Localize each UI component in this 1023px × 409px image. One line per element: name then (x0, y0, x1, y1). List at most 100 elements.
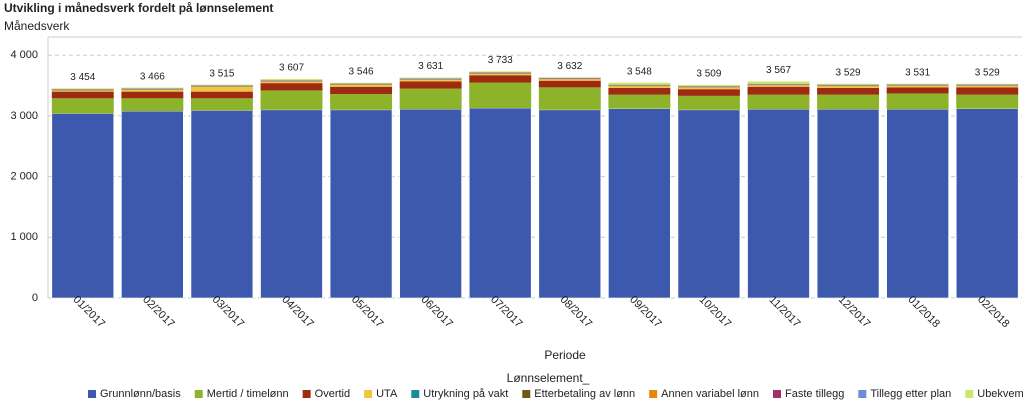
x-tick-label: 02/2018 (975, 294, 1012, 331)
bar-segment (747, 85, 810, 87)
bar-segment (469, 75, 532, 83)
x-tick-label: 01/2018 (905, 294, 942, 331)
bar-segment (330, 86, 393, 95)
legend-swatch (411, 390, 420, 398)
bar-segment (956, 94, 1019, 109)
legend-label: Overtid (315, 388, 350, 400)
total-label: 3 567 (766, 65, 791, 76)
bar-segment (677, 85, 740, 86)
bar-segment (677, 89, 740, 96)
total-label: 3 607 (279, 63, 304, 74)
x-tick-label: 07/2017 (488, 294, 525, 331)
legend-swatch (522, 390, 531, 398)
bar-segment (886, 87, 949, 94)
bar-segment (329, 109, 393, 299)
bar-segment (817, 94, 880, 110)
bar-segment (608, 86, 671, 88)
total-label: 3 631 (418, 61, 443, 72)
bar-segment (956, 85, 1019, 88)
bar-segment (51, 90, 114, 92)
bar-segment (260, 109, 323, 299)
x-tick-label: 05/2017 (349, 294, 386, 331)
y-tick-label: 1 000 (10, 231, 38, 243)
x-tick-label: 09/2017 (627, 294, 664, 331)
bar-segment (608, 82, 671, 85)
bar-segment (260, 90, 323, 110)
bar-segment (260, 81, 323, 84)
total-label: 3 529 (975, 67, 1000, 78)
bar-segment (468, 107, 532, 299)
x-tick-label: 12/2017 (836, 294, 873, 331)
legend-label: Etterbetaling av lønn (534, 388, 635, 400)
x-tick-label: 08/2017 (558, 294, 595, 331)
bar-segment (817, 83, 880, 85)
x-tick-label: 10/2017 (697, 294, 734, 331)
bar-segment (121, 89, 184, 92)
bar-segment (886, 93, 949, 110)
bar-segment (330, 82, 393, 84)
bar-segment (677, 87, 740, 90)
y-tick-label: 3 000 (10, 110, 38, 122)
legend-swatch (858, 390, 867, 398)
legend-swatch (194, 390, 203, 398)
bar-segment (956, 83, 1019, 85)
bar-segment (399, 88, 462, 110)
bar-segment (121, 110, 184, 299)
total-label: 3 531 (905, 67, 930, 78)
legend-label: Utrykning på vakt (423, 388, 508, 400)
legend-label: Ubekvem arbeidstid (977, 388, 1023, 400)
y-tick-label: 4 000 (10, 49, 38, 61)
bar-segment (51, 88, 114, 89)
bar-segment (817, 87, 880, 95)
legend-label: Annen variabel lønn (661, 388, 759, 400)
bar-segment (538, 79, 601, 81)
bar-segment (886, 85, 949, 88)
bar-segment (469, 71, 532, 73)
chart-title: Utvikling i månedsverk fordelt på lønnse… (4, 1, 273, 15)
legend-swatch (364, 390, 373, 398)
bar-segment (399, 77, 462, 79)
bar-segment (190, 98, 253, 111)
bar-segment (190, 110, 254, 299)
total-label: 3 548 (627, 66, 652, 77)
bar-segment (399, 79, 462, 82)
bar-segment (399, 81, 462, 89)
legend-label: UTA (376, 388, 398, 400)
bar-segment (190, 91, 253, 99)
bar-segment (538, 109, 602, 299)
bar-segment (955, 108, 1019, 299)
bar-segment (469, 82, 532, 109)
y-tick-label: 2 000 (10, 171, 38, 183)
legend-label: Mertid / timelønn (207, 388, 289, 400)
bar-segment (190, 84, 253, 86)
bar-segment (956, 87, 1019, 95)
legend-title: Lønnselement_ (507, 371, 590, 385)
legend-swatch (773, 390, 782, 398)
bar-segment (260, 83, 323, 91)
bar-segment (190, 86, 253, 92)
bar-segment (608, 87, 671, 95)
bar-segment (816, 108, 880, 299)
x-tick-label: 11/2017 (767, 294, 803, 330)
bar-segment (747, 81, 810, 84)
bar-segment (608, 108, 671, 299)
bar-segment (51, 91, 114, 99)
bar-segment (747, 94, 810, 110)
x-tick-label: 04/2017 (279, 294, 316, 331)
bar-segment (538, 80, 601, 88)
x-tick-label: 06/2017 (418, 294, 455, 331)
legend-swatch (302, 390, 311, 398)
total-label: 3 454 (70, 72, 95, 83)
x-axis-label: Periode (544, 348, 586, 362)
bar-segment (817, 86, 880, 88)
total-label: 3 733 (488, 55, 513, 66)
bar-segment (51, 98, 114, 114)
bar-segment (886, 83, 949, 85)
legend-label: Grunnlønn/basis (100, 388, 181, 400)
total-label: 3 529 (836, 67, 861, 78)
bar-segment (330, 84, 393, 87)
legend-swatch (88, 390, 96, 398)
bar-segment (121, 98, 184, 112)
total-label: 3 509 (696, 69, 721, 80)
